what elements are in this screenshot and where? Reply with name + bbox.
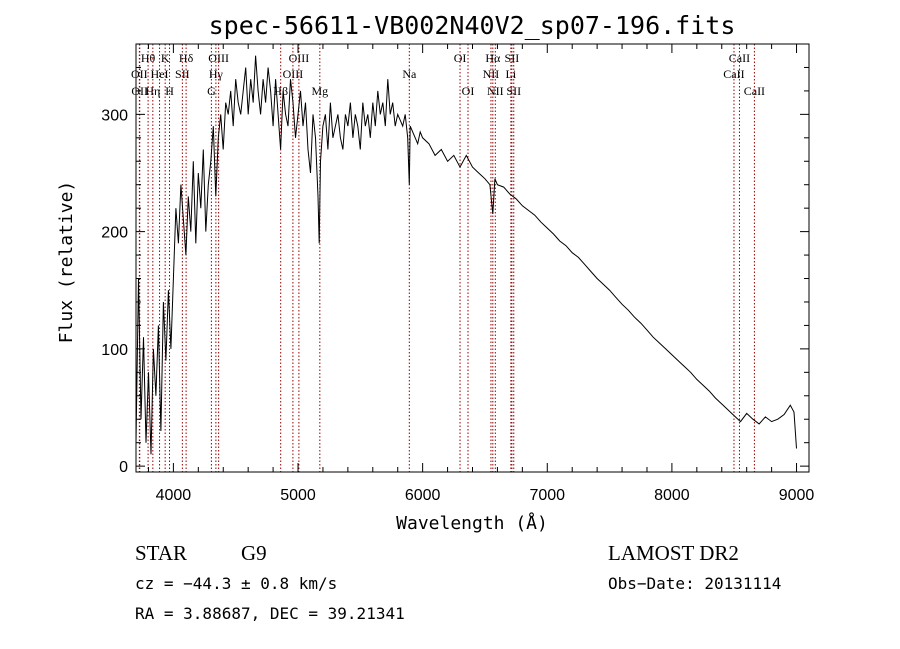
x-axis-ticks: 4000 5000 6000 7000 8000 9000 [147,44,815,504]
x-tick-label-2: 6000 [405,487,441,504]
line-label-27: CaII [744,84,765,98]
y-axis-ticks: 0 100 200 300 [101,66,809,476]
spectrum-line [135,55,797,455]
line-label-20: SII [505,51,520,65]
x-tick-label-1: 5000 [280,487,316,504]
line-label-16: Na [402,67,417,81]
plot-frame [135,43,810,473]
line-label-6: Hδ [179,51,194,65]
y-tick-label-3: 300 [101,107,128,124]
line-label-15: Mg [311,84,328,98]
line-label-7: SII [175,67,190,81]
y-tick-label-1: 100 [101,342,128,359]
y-tick-label-2: 200 [101,225,128,242]
y-tick-label-0: 0 [119,459,128,476]
line-label-21: NII [483,67,500,81]
x-tick-label-5: 9000 [779,487,815,504]
line-label-0: Hθ [141,51,156,65]
line-label-22: Li [506,67,517,81]
line-label-10: Hγ [209,67,224,81]
object-class: STAR [135,541,187,565]
line-label-8: H [165,84,174,98]
line-label-5: Hη [145,84,160,98]
observation-date: Obs−Date: 20131114 [608,574,781,593]
y-axis-label: Flux (relative) [56,181,77,344]
spectral-line-markers [138,44,755,472]
line-label-18: OI [462,84,475,98]
line-label-19: Hα [485,51,501,65]
line-label-13: OIII [283,67,304,81]
line-label-24: SII [506,84,521,98]
line-label-11: G [207,84,216,98]
line-label-25: CaII [729,51,750,65]
line-label-26: CaII [723,67,744,81]
x-axis-label: Wavelength (Å) [396,512,548,534]
chart-title: spec-56611-VB002N40V2_sp07-196.fits [209,11,736,40]
line-label-12: OIII [289,51,310,65]
coordinates: RA = 3.88687, DEC = 39.21341 [135,604,405,623]
x-tick-label-0: 4000 [156,487,192,504]
line-label-17: OI [454,51,467,65]
line-label-1: OII [131,67,148,81]
survey-name: LAMOST DR2 [608,541,739,565]
x-tick-label-3: 7000 [529,487,565,504]
line-label-9: OIII [208,51,229,65]
line-label-4: HeI [151,67,169,81]
line-label-23: NII [487,84,504,98]
object-subclass: G9 [241,541,267,565]
line-label-3: K [161,51,170,65]
redshift-cz: cz = −44.3 ± 0.8 km/s [135,574,337,593]
x-tick-label-4: 8000 [654,487,690,504]
